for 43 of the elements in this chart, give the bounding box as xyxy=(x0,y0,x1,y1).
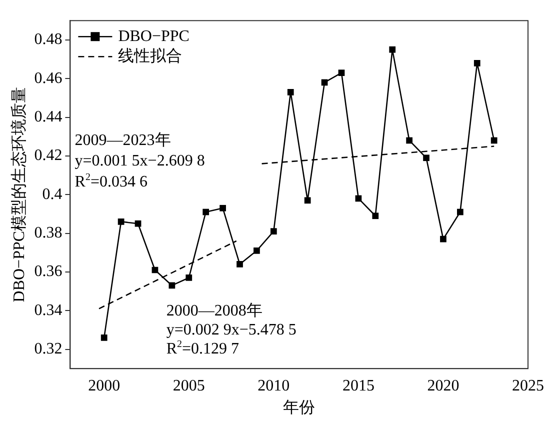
point xyxy=(202,208,210,216)
point xyxy=(304,197,311,204)
point xyxy=(186,274,192,281)
point xyxy=(440,236,446,242)
y-tick-label: 0.42 xyxy=(34,147,62,164)
legend-label: DBO−PPC xyxy=(118,28,190,45)
y-tick-label: 0.34 xyxy=(34,302,62,319)
point xyxy=(423,154,430,162)
point xyxy=(406,137,412,144)
annotation: 2000—2008年 xyxy=(166,302,262,320)
point xyxy=(372,212,379,220)
y-tick-label: 0.4 xyxy=(42,186,62,203)
point xyxy=(254,247,260,254)
annotation: 2009—2023年 xyxy=(74,132,171,149)
point xyxy=(474,60,480,66)
annotation: y=0.001 5x−2.609 8 xyxy=(74,152,205,170)
point xyxy=(100,334,108,341)
point xyxy=(456,208,464,216)
point xyxy=(270,228,277,235)
x-tick-label: 2010 xyxy=(258,377,290,394)
point xyxy=(236,261,243,268)
point xyxy=(287,88,294,96)
point xyxy=(118,218,124,225)
x-axis-title: 年份 xyxy=(283,400,316,417)
y-tick-label: 0.32 xyxy=(34,340,62,358)
x-tick-label: 2000 xyxy=(88,377,120,394)
point xyxy=(389,46,396,53)
y-tick-label: 0.38 xyxy=(34,224,62,242)
x-tick-label: 2015 xyxy=(342,377,374,394)
x-tick-label: 2025 xyxy=(512,377,544,394)
point xyxy=(220,204,226,212)
y-tick-label: 0.46 xyxy=(34,70,62,87)
point xyxy=(338,70,345,76)
y-tick-label: 0.44 xyxy=(34,108,62,126)
y-tick-label: 0.36 xyxy=(34,263,62,280)
point xyxy=(134,220,142,227)
x-tick-label: 2005 xyxy=(172,377,205,394)
y-tick-label: 0.48 xyxy=(34,31,62,48)
annotation: y=0.002 9x−5.478 5 xyxy=(166,322,296,339)
y-axis-title: DBO−PPC模型的生态环境质量 xyxy=(10,86,28,302)
legend-label: 线性拟合 xyxy=(118,46,182,65)
point xyxy=(490,137,498,144)
x-tick-label: 2020 xyxy=(427,377,460,394)
